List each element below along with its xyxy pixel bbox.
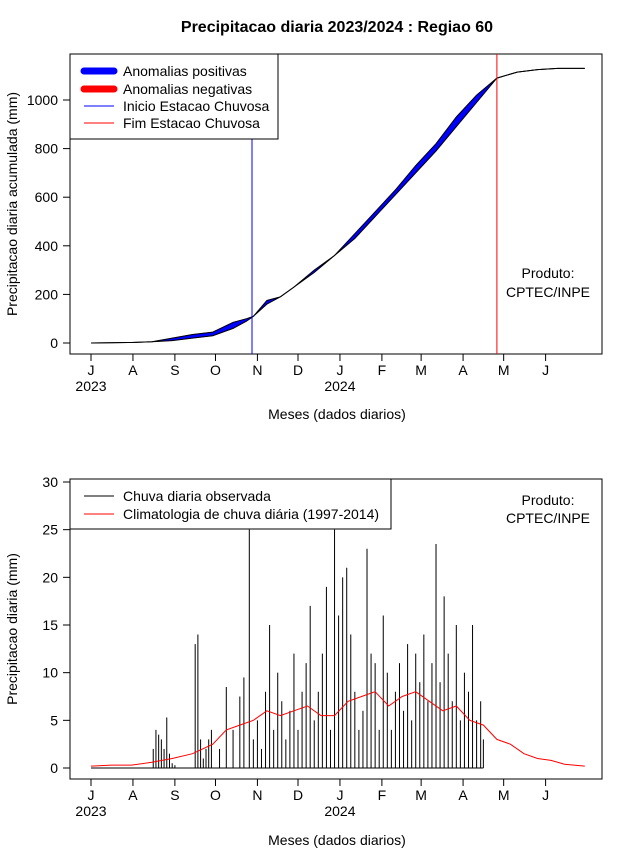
y-tick-label-top: 1000 bbox=[27, 92, 58, 108]
year-label-top: 2024 bbox=[324, 378, 355, 394]
y-tick-label-bottom: 15 bbox=[42, 617, 58, 633]
x-tick-label-bottom: D bbox=[293, 787, 303, 803]
legend-top: Anomalias positivas Anomalias negativas … bbox=[69, 53, 279, 140]
legend-label-inicio: Inicio Estacao Chuvosa bbox=[123, 98, 270, 114]
x-tick-label-bottom: J bbox=[542, 787, 549, 803]
x-tick-label-top: J bbox=[542, 362, 549, 378]
year-label-top: 2023 bbox=[75, 378, 106, 394]
x-tick-label-bottom: N bbox=[252, 787, 262, 803]
x-tick-label-bottom: J bbox=[88, 787, 95, 803]
legend-label-climatology: Climatologia de chuva diária (1997-2014) bbox=[123, 506, 379, 522]
x-tick-label-bottom: A bbox=[128, 787, 138, 803]
x-tick-label-bottom: M bbox=[415, 787, 427, 803]
y-axis-bottom: 0 5 10 15 20 25 30 bbox=[42, 474, 71, 776]
x-tick-label-top: J bbox=[88, 362, 95, 378]
observed-cumulative-line bbox=[90, 67, 585, 344]
x-tick-label-bottom: S bbox=[170, 787, 179, 803]
x-tick-label-bottom: A bbox=[458, 787, 468, 803]
credit-bottom-line1: Produto: bbox=[522, 492, 575, 508]
y-tick-label-top: 400 bbox=[35, 238, 59, 254]
y-tick-label-bottom: 30 bbox=[42, 474, 58, 490]
cumulative-lines bbox=[90, 67, 585, 344]
x-tick-label-top: A bbox=[458, 362, 468, 378]
legend-label-negative: Anomalias negativas bbox=[123, 81, 252, 97]
legend-label-observed: Chuva diaria observada bbox=[123, 488, 271, 504]
x-axis-label-top: Meses (dados diarios) bbox=[268, 406, 406, 422]
y-axis-top: 0 200 400 600 800 1000 bbox=[27, 92, 71, 351]
x-tick-label-top: J bbox=[336, 362, 343, 378]
x-tick-label-bottom: O bbox=[210, 787, 221, 803]
legend-bottom: Chuva diaria observada Climatologia de c… bbox=[69, 478, 392, 530]
x-tick-label-top: M bbox=[415, 362, 427, 378]
x-tick-label-top: O bbox=[210, 362, 221, 378]
x-tick-label-top: D bbox=[293, 362, 303, 378]
legend-box-bottom bbox=[69, 478, 392, 530]
x-tick-label-bottom: F bbox=[378, 787, 387, 803]
x-tick-label-top: M bbox=[498, 362, 510, 378]
climatology-daily-line bbox=[90, 691, 585, 767]
y-tick-label-bottom: 25 bbox=[42, 522, 58, 538]
year-label-bottom: 2023 bbox=[75, 803, 106, 819]
x-tick-label-top: N bbox=[252, 362, 262, 378]
chart-title: Precipitacao diaria 2023/2024 : Regiao 6… bbox=[181, 19, 493, 36]
y-axis-label-bottom: Precipitacao diaria (mm) bbox=[4, 553, 20, 705]
x-tick-label-top: S bbox=[170, 362, 179, 378]
y-tick-label-bottom: 10 bbox=[42, 665, 58, 681]
y-tick-label-top: 200 bbox=[35, 286, 59, 302]
y-axis-label-top: Precipitacao diaria acumulada (mm) bbox=[4, 92, 20, 316]
credit-bottom-line2: CPTEC/INPE bbox=[506, 510, 590, 526]
y-tick-label-top: 600 bbox=[35, 189, 59, 205]
year-label-bottom: 2024 bbox=[324, 803, 355, 819]
y-tick-label-top: 800 bbox=[35, 141, 59, 157]
x-tick-label-bottom: J bbox=[336, 787, 343, 803]
daily-bars bbox=[91, 529, 484, 769]
x-tick-label-top: A bbox=[128, 362, 138, 378]
x-axis-label-bottom: Meses (dados diarios) bbox=[268, 832, 406, 848]
legend-label-positive: Anomalias positivas bbox=[123, 63, 247, 79]
climatology-cumulative-line bbox=[90, 67, 585, 344]
legend-label-fim: Fim Estacao Chuvosa bbox=[123, 115, 260, 131]
y-tick-label-bottom: 5 bbox=[50, 712, 58, 728]
x-tick-label-top: F bbox=[378, 362, 387, 378]
y-tick-label-bottom: 20 bbox=[42, 569, 58, 585]
x-tick-label-bottom: M bbox=[498, 787, 510, 803]
climatology-line-group bbox=[90, 691, 585, 767]
credit-top-line1: Produto: bbox=[522, 265, 575, 281]
y-tick-label-top: 0 bbox=[50, 335, 58, 351]
credit-top-line2: CPTEC/INPE bbox=[506, 284, 590, 300]
y-tick-label-bottom: 0 bbox=[50, 760, 58, 776]
